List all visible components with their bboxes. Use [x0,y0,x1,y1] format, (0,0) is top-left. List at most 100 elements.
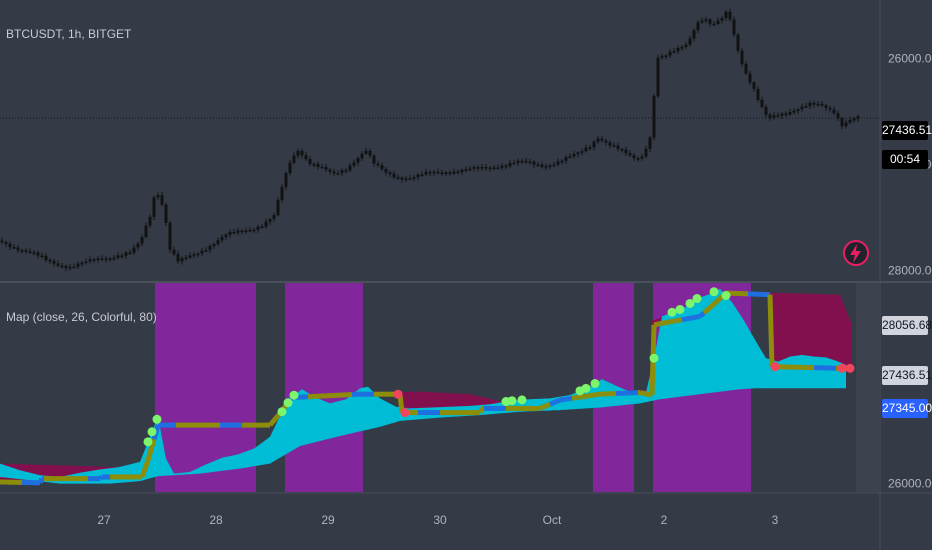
candle-body [544,165,548,168]
candle-body [772,115,776,118]
candle-body [788,112,792,115]
candle-body [52,261,56,264]
trend-line-segment [139,470,147,478]
candle-body [268,219,272,222]
candle-body [96,258,100,261]
trend-line-segment [545,402,549,409]
candle-body [604,140,608,143]
candle-body [740,50,744,64]
candle-body [424,171,428,175]
candle-body [244,230,248,233]
price-axis-tick: 28000.00 [888,263,932,277]
candle-body [232,232,236,234]
candle-body [768,114,772,118]
trend-line-segment [555,398,559,405]
signal-dot-green [283,398,293,408]
signal-dot-green [143,437,153,447]
candle-body [476,167,480,169]
candle-body [272,215,276,220]
candle-body [472,167,476,169]
candle-body [60,265,64,268]
candle-body [212,244,216,246]
candle-body [376,163,380,166]
candle-body [608,142,612,146]
candle-body [524,161,528,163]
candle-body [556,161,560,165]
candle-body [8,243,12,248]
candle-body [528,161,532,164]
candle-body [720,18,724,21]
candle-body [576,152,580,155]
candle-body [832,109,836,114]
candle-body [584,147,588,152]
candle-body [204,250,208,252]
time-axis-tick: 29 [321,513,335,527]
trend-line-segment [708,303,714,310]
candle-body [388,172,392,174]
candle-body [504,165,508,168]
candle-body [596,138,600,142]
candle-body [404,178,408,181]
trend-line-segment [274,414,280,420]
signal-dot-green [517,395,527,405]
candle-body [444,172,448,174]
trend-line-segment [268,421,274,427]
candle-body [776,115,780,117]
trend-line-segment [700,310,706,317]
signal-dot-red [845,363,855,373]
signal-dot-green [590,379,600,389]
trend-line-segment [710,301,716,308]
candle-body [48,260,52,262]
candle-body [848,120,852,123]
time-axis-tick: Oct [543,513,562,527]
candle-body [508,162,512,167]
candle-body [600,138,604,141]
candle-body [360,153,364,159]
candle-body [32,252,36,254]
candle-body [464,169,468,171]
candle-body [852,118,856,121]
candle-body [328,169,332,172]
candle-body [796,109,800,111]
candle-body [188,255,192,258]
time-axis-tick: 30 [433,513,447,527]
candle-body [312,163,316,166]
trend-line-segment [98,475,104,481]
indicator-value-tag-2: 27436.51 [882,366,932,385]
candle-body [512,162,516,165]
candle-body [236,230,240,233]
trend-line-segment [704,307,710,313]
lightning-icon[interactable] [843,240,869,266]
candle-body [428,171,432,174]
price-axis-tick: 26000.00 [888,51,932,65]
highlight-band [285,283,363,492]
signal-dot-red [770,362,780,372]
candle-body [324,166,328,170]
candle-body [340,170,344,174]
candle-body [568,156,572,158]
signal-dot-green [649,353,659,363]
candle-body [68,266,72,269]
signal-dot-green [709,287,719,297]
signal-dot-red [837,363,847,373]
candle-body [240,230,244,233]
trend-line-segment [549,401,553,407]
candle-body [588,147,592,149]
candle-body [44,256,48,261]
candle-body [352,162,356,166]
trend-line-segment [712,300,718,306]
candle-body [108,258,112,260]
candle-body [460,169,464,173]
candle-body [16,247,20,251]
candle-body [396,177,400,179]
candle-body [196,253,200,256]
candle-body [332,171,336,174]
candle-body [392,173,396,178]
candle-body [840,118,844,127]
candle-body [756,88,760,100]
candle-body [256,226,260,230]
candle-body [824,105,828,109]
trend-line-segment [541,404,545,410]
